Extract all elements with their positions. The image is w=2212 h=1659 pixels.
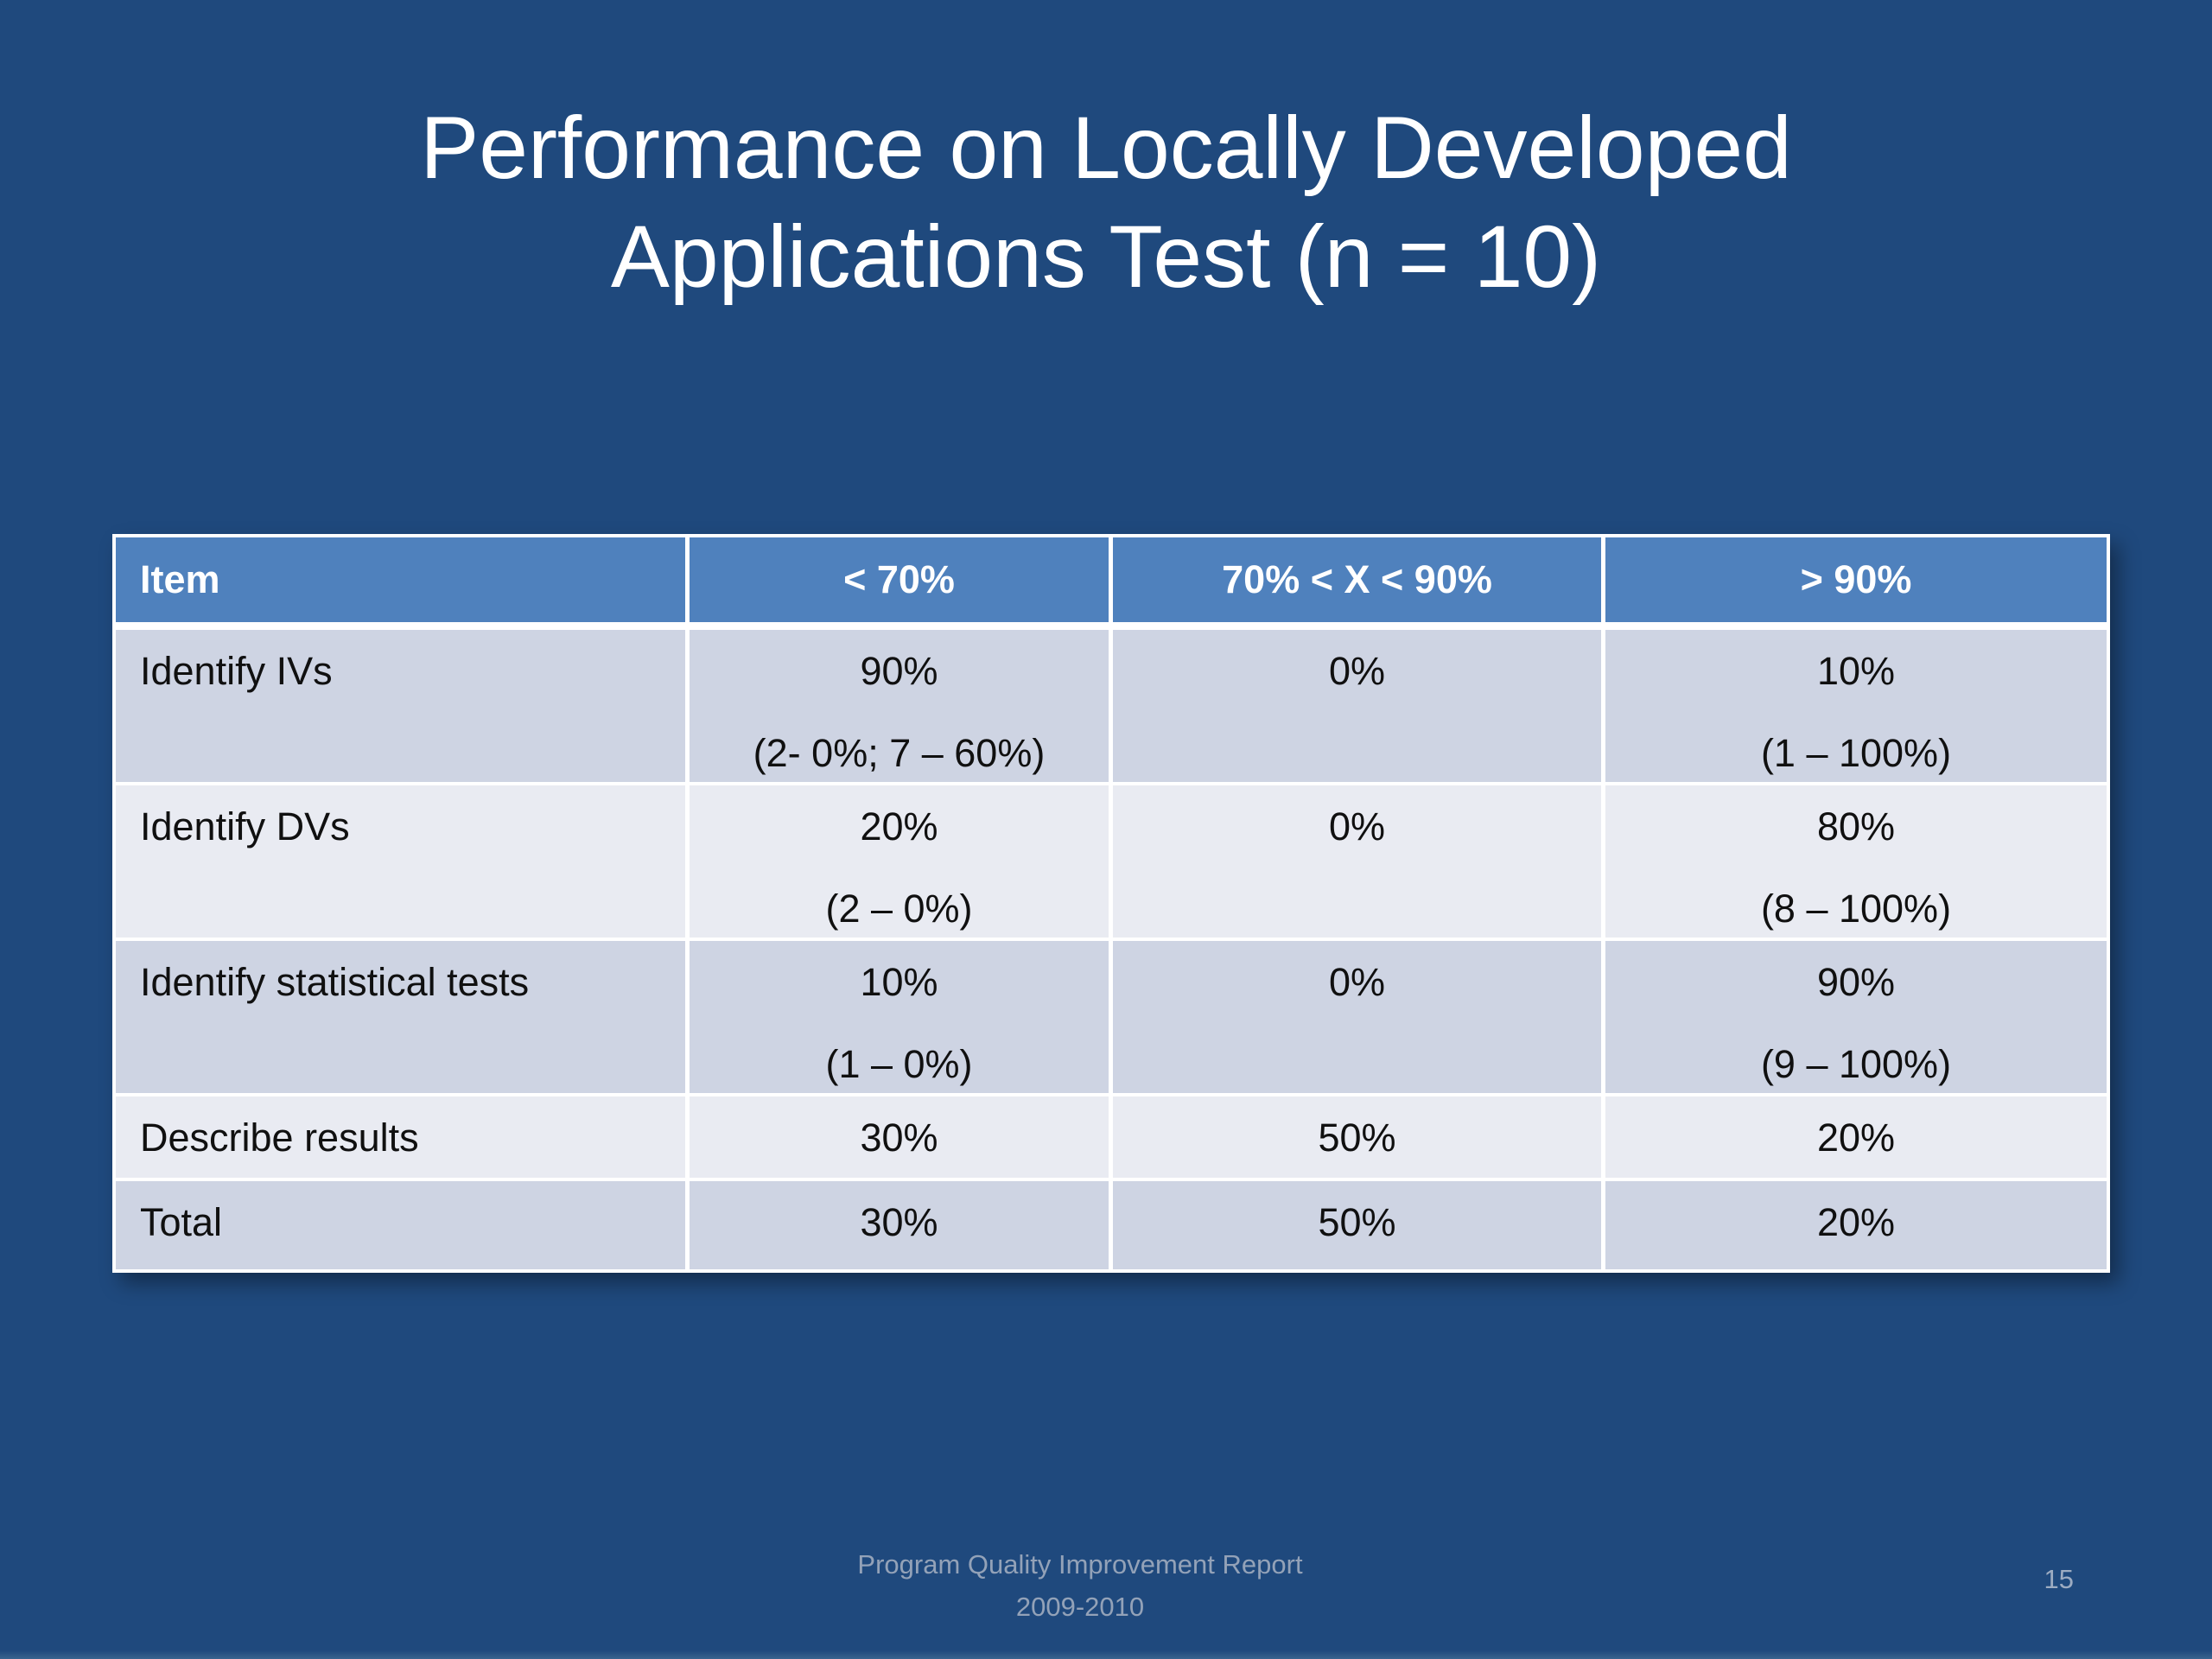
cell-value: 10% <box>860 960 938 1004</box>
cell-value: 80% <box>1816 804 1896 849</box>
row-item-label: Describe results <box>116 1096 690 1178</box>
title-line-1: Performance on Locally Developed <box>420 99 1792 197</box>
footer-line-2: 2009-2010 <box>1015 1592 1145 1622</box>
cell-value: 20% <box>860 804 938 849</box>
footer-line-1: Program Quality Improvement Report <box>857 1549 1303 1580</box>
table-row-identify-statistical-tests: Identify statistical tests 10% (1 – 0%) … <box>116 938 2107 1093</box>
title-line-2: Applications Test (n = 10) <box>610 207 1602 306</box>
cell-70-to-90: 50% <box>1113 1181 1605 1269</box>
bottom-edge-strip <box>0 1650 2212 1659</box>
cell-detail: (8 – 100%) <box>1760 887 1952 931</box>
row-item-label: Total <box>116 1181 690 1269</box>
cell-value: 50% <box>1318 1116 1396 1160</box>
cell-value: 20% <box>1816 1200 1896 1244</box>
page-number: 15 <box>2044 1564 2074 1594</box>
header-lt70: < 70% <box>690 537 1113 622</box>
cell-detail: (2- 0%; 7 – 60%) <box>753 731 1046 775</box>
cell-lt70: 10% (1 – 0%) <box>690 941 1113 1093</box>
table-row-identify-ivs: Identify IVs 90% (2- 0%; 7 – 60%) 0% 10%… <box>116 622 2107 782</box>
cell-lt70: 20% (2 – 0%) <box>690 785 1113 938</box>
results-table: Item < 70% 70% < X < 90% > 90% Identify … <box>112 534 2110 1273</box>
cell-value: 30% <box>860 1200 938 1244</box>
table-header-row: Item < 70% 70% < X < 90% > 90% <box>116 537 2107 622</box>
row-item-label: Identify DVs <box>116 785 690 938</box>
cell-value: 0% <box>1328 960 1386 1004</box>
cell-gt90: 80% (8 – 100%) <box>1605 785 2107 938</box>
cell-70-to-90: 50% <box>1113 1096 1605 1178</box>
cell-value: 20% <box>1816 1116 1896 1160</box>
cell-value: 0% <box>1328 649 1386 693</box>
footer: Program Quality Improvement Report 2009-… <box>0 1543 2160 1628</box>
cell-lt70: 30% <box>690 1181 1113 1269</box>
cell-gt90: 20% <box>1605 1096 2107 1178</box>
cell-value: 90% <box>860 649 938 693</box>
cell-detail: (1 – 100%) <box>1760 731 1952 775</box>
cell-value: 30% <box>860 1116 938 1160</box>
cell-detail: (1 – 0%) <box>825 1042 973 1086</box>
table-row-total: Total 30% 50% 20% <box>116 1178 2107 1269</box>
cell-value: 0% <box>1328 804 1386 849</box>
cell-value: 10% <box>1816 649 1896 693</box>
header-70-to-90: 70% < X < 90% <box>1113 537 1605 622</box>
header-gt90: > 90% <box>1800 557 1912 601</box>
cell-value: 90% <box>1816 960 1896 1004</box>
cell-gt90: 20% <box>1605 1181 2107 1269</box>
header-item: Item <box>116 537 690 622</box>
cell-70-to-90: 0% <box>1113 785 1605 938</box>
cell-value: 50% <box>1318 1200 1396 1244</box>
table-row-identify-dvs: Identify DVs 20% (2 – 0%) 0% 80% (8 – 10… <box>116 782 2107 938</box>
row-item-label: Identify statistical tests <box>116 941 690 1093</box>
slide-title: Performance on Locally Developed Applica… <box>0 93 2212 311</box>
cell-detail: (9 – 100%) <box>1760 1042 1952 1086</box>
cell-gt90: 90% (9 – 100%) <box>1605 941 2107 1093</box>
cell-gt90: 10% (1 – 100%) <box>1605 630 2107 782</box>
cell-lt70: 90% (2- 0%; 7 – 60%) <box>690 630 1113 782</box>
table-row-describe-results: Describe results 30% 50% 20% <box>116 1093 2107 1178</box>
cell-lt70: 30% <box>690 1096 1113 1178</box>
cell-detail: (2 – 0%) <box>825 887 973 931</box>
cell-70-to-90: 0% <box>1113 630 1605 782</box>
cell-70-to-90: 0% <box>1113 941 1605 1093</box>
row-item-label: Identify IVs <box>116 630 690 782</box>
